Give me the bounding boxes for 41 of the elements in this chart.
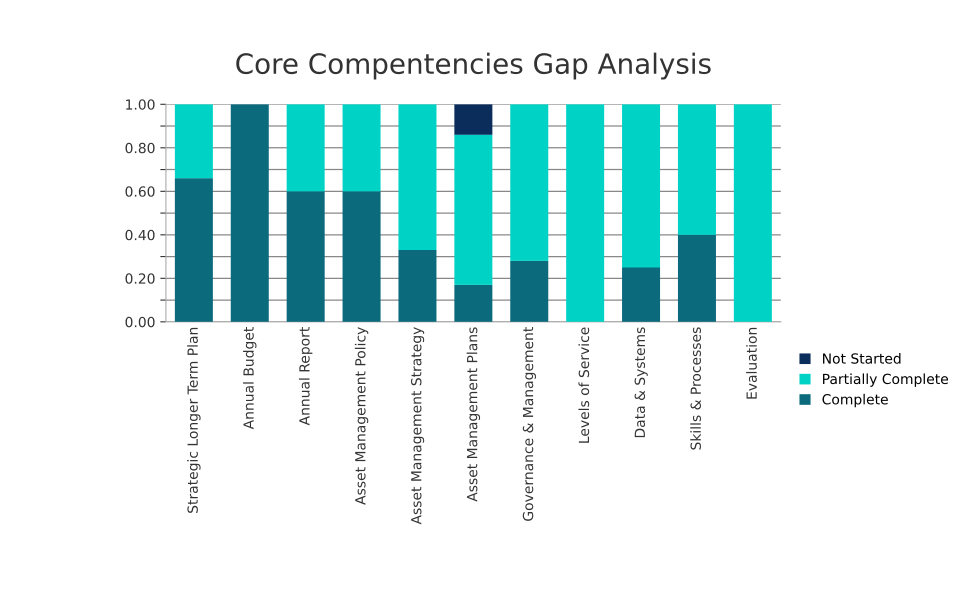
x-tick-label: Evaluation xyxy=(746,328,757,399)
bar xyxy=(622,104,660,268)
bar xyxy=(454,134,492,285)
bar xyxy=(342,104,381,192)
x-tick-label: Governance & Management xyxy=(522,327,536,521)
y-tick-label: 0.00 xyxy=(125,316,155,328)
bar xyxy=(398,250,436,322)
bar xyxy=(678,234,716,322)
x-tick-label: Levels of Service xyxy=(578,327,590,443)
bar xyxy=(286,104,325,192)
bar xyxy=(734,104,772,322)
legend-label: Not Started xyxy=(823,353,900,364)
x-tick-label: Asset Management Plans xyxy=(466,327,480,502)
bar xyxy=(454,284,492,322)
x-tick-label: Asset Management Policy xyxy=(354,327,368,505)
bar xyxy=(230,104,269,322)
bar xyxy=(174,104,213,178)
bar xyxy=(454,104,492,135)
bar xyxy=(510,104,548,261)
legend-label: Complete xyxy=(822,394,888,408)
x-tick-label: Annual Budget xyxy=(243,327,256,430)
bar xyxy=(622,267,660,322)
bar xyxy=(678,104,716,235)
bar xyxy=(342,191,381,322)
y-tick-label: 0.20 xyxy=(125,273,155,284)
x-tick-label: Strategic Longer Term Plan xyxy=(187,328,201,513)
x-tick-label: Asset Management Strategy xyxy=(410,327,424,524)
bar xyxy=(286,191,325,322)
x-tick-label: Data & Systems xyxy=(634,327,648,438)
legend-label: Partially Complete xyxy=(823,373,948,387)
bar xyxy=(174,178,213,322)
chart-title: Core Compentencies Gap Analysis xyxy=(236,52,711,80)
y-tick-label: 1.00 xyxy=(126,99,155,110)
y-tick-label: 0.40 xyxy=(125,230,155,240)
y-tick-label: 0.80 xyxy=(125,142,155,154)
bar xyxy=(398,104,436,250)
x-tick-label: Annual Report xyxy=(298,327,312,426)
bar xyxy=(510,260,548,322)
x-tick-label: Skills & Processes xyxy=(690,327,701,450)
bar xyxy=(566,104,604,322)
y-tick-label: 0.60 xyxy=(125,186,155,197)
